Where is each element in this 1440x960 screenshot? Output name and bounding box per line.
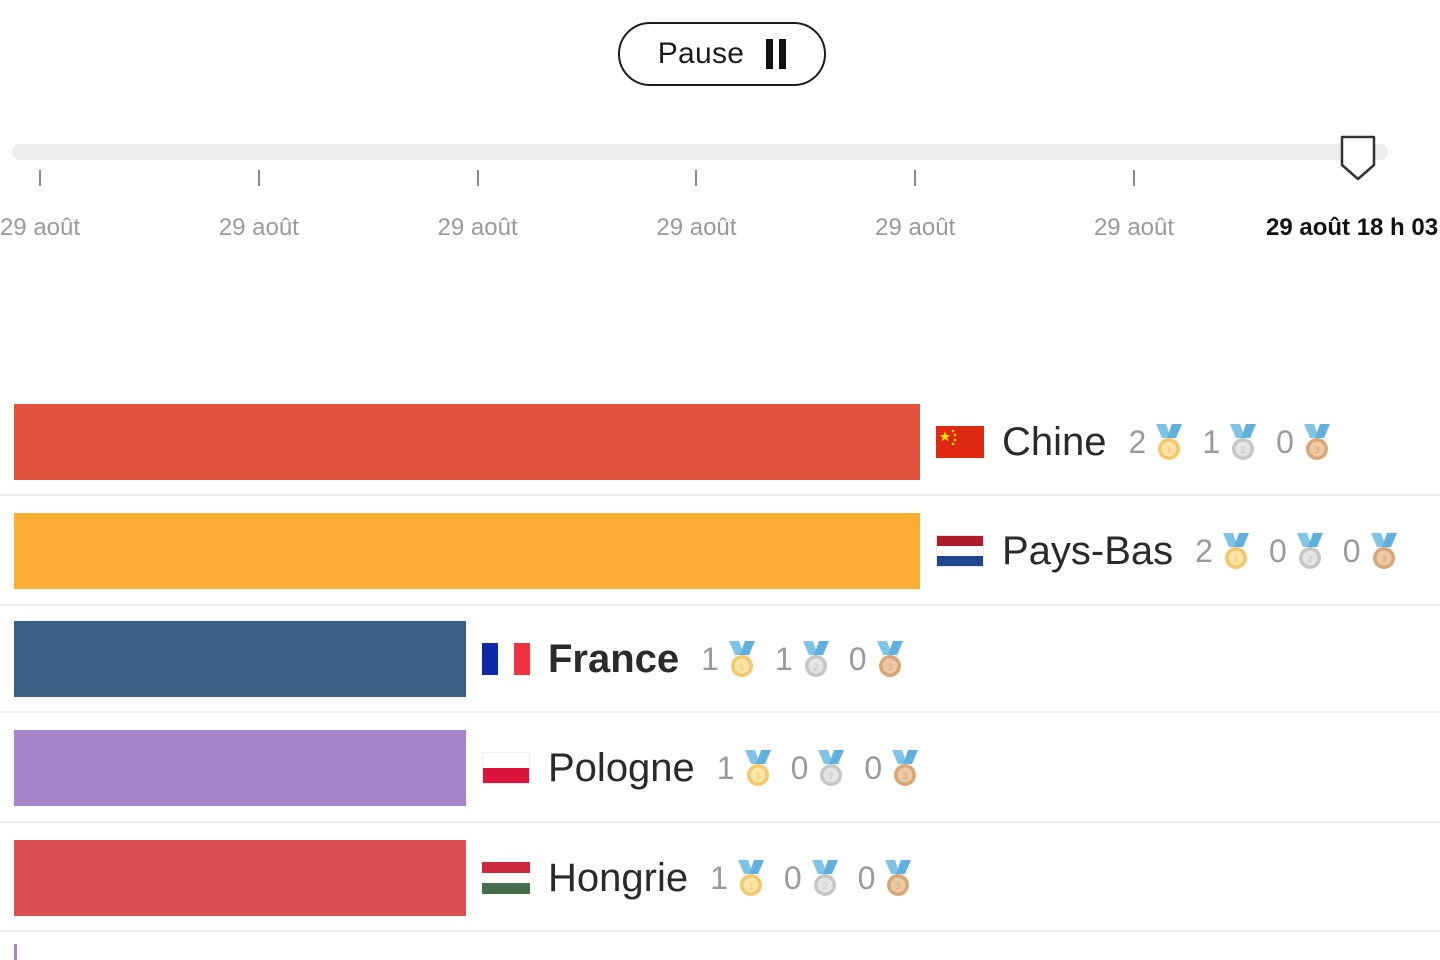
svg-text:3: 3 xyxy=(896,882,902,892)
silver-count: 0 xyxy=(790,749,809,786)
row-divider xyxy=(0,494,1440,496)
svg-text:2: 2 xyxy=(1240,446,1246,456)
gold-count: 1 xyxy=(710,859,728,896)
gold-medal-icon: 1 xyxy=(1156,424,1183,460)
row-info: Pologne 1 1 0 2 0 3 xyxy=(482,730,938,806)
bar-france xyxy=(14,621,466,697)
gold-medal-icon: 1 xyxy=(728,641,755,677)
bar-hongrie xyxy=(14,840,466,916)
timeline-current-label: 29 août 18 h 03 xyxy=(1266,214,1439,241)
svg-text:2: 2 xyxy=(822,882,828,892)
bronze-count: 0 xyxy=(848,640,867,677)
silver-medal-icon: 2 xyxy=(818,750,845,786)
silver-count: 0 xyxy=(1268,532,1287,569)
svg-text:3: 3 xyxy=(1314,446,1320,456)
bronze-medal-icon: 3 xyxy=(885,860,912,896)
silver-count: 1 xyxy=(774,640,793,677)
row-divider xyxy=(0,711,1440,713)
hungary-flag-icon xyxy=(482,862,530,894)
row-info: France 1 1 1 2 0 3 xyxy=(482,621,923,697)
bronze-medal-icon: 3 xyxy=(1303,424,1330,460)
poland-flag-icon xyxy=(482,752,530,784)
silver-medal-icon: 2 xyxy=(1230,424,1257,460)
svg-text:3: 3 xyxy=(902,772,908,782)
gold-medal-icon: 1 xyxy=(1222,533,1249,569)
svg-text:1: 1 xyxy=(1233,555,1239,565)
gold-count: 1 xyxy=(716,749,735,786)
row-divider xyxy=(0,930,1440,932)
silver-count: 0 xyxy=(783,859,802,896)
silver-medal-icon: 2 xyxy=(811,860,838,896)
gold-count: 2 xyxy=(1195,532,1213,569)
gold-count: 2 xyxy=(1128,423,1147,460)
bronze-medal-icon: 3 xyxy=(1370,533,1397,569)
bronze-count: 0 xyxy=(1342,532,1361,569)
row-divider xyxy=(0,821,1440,823)
svg-text:1: 1 xyxy=(748,882,754,892)
pause-button[interactable]: Pause xyxy=(618,22,826,86)
gold-count: 1 xyxy=(701,640,719,677)
row-divider xyxy=(0,604,1440,606)
country-label: France xyxy=(548,636,680,681)
row-info: Hongrie 1 1 0 2 0 3 xyxy=(482,840,931,916)
country-label: Hongrie xyxy=(548,855,689,900)
timeline-tick xyxy=(257,170,260,186)
country-label: Pays-Bas xyxy=(1002,528,1174,573)
timeline-tick-label: 29 août xyxy=(0,214,81,241)
bar-chine xyxy=(14,404,920,480)
svg-text:3: 3 xyxy=(1381,555,1387,565)
timeline-tick-label: 29 août xyxy=(218,214,299,241)
svg-text:1: 1 xyxy=(755,772,761,782)
row-info: Chine 2 1 1 2 0 3 xyxy=(936,404,1350,480)
france-flag-icon xyxy=(482,643,530,675)
timeline-handle[interactable] xyxy=(1340,135,1376,181)
svg-text:2: 2 xyxy=(1307,555,1313,565)
svg-text:3: 3 xyxy=(887,663,893,673)
timeline-tick-label: 29 août xyxy=(875,214,956,241)
bar-pays-bas xyxy=(14,513,920,589)
china-flag-icon xyxy=(936,426,984,458)
timeline-tick-label: 29 août xyxy=(437,214,518,241)
next-bar-stub xyxy=(14,944,17,960)
silver-count: 1 xyxy=(1202,423,1221,460)
svg-text:2: 2 xyxy=(813,663,819,673)
timeline-tick xyxy=(1133,170,1135,186)
bronze-count: 0 xyxy=(864,749,883,786)
bar-pologne xyxy=(14,730,466,806)
bronze-count: 0 xyxy=(1276,423,1294,460)
silver-medal-icon: 2 xyxy=(1296,533,1323,569)
netherlands-flag-icon xyxy=(936,535,984,567)
gold-medal-icon: 1 xyxy=(737,860,764,896)
bronze-count: 0 xyxy=(857,859,876,896)
row-info: Pays-Bas 2 1 0 2 0 3 xyxy=(936,513,1417,589)
pause-icon xyxy=(766,39,787,69)
timeline-tick xyxy=(476,170,479,186)
svg-text:2: 2 xyxy=(829,772,835,782)
svg-text:1: 1 xyxy=(739,663,745,673)
timeline-tick-label: 29 août xyxy=(1093,214,1175,241)
timeline-tick xyxy=(39,170,41,186)
gold-medal-icon: 1 xyxy=(744,750,771,786)
bronze-medal-icon: 3 xyxy=(876,641,903,677)
timeline-track[interactable] xyxy=(12,144,1388,160)
timeline-tick-label: 29 août xyxy=(656,214,737,241)
bronze-medal-icon: 3 xyxy=(892,750,919,786)
timeline-tick xyxy=(695,170,698,186)
pause-button-label: Pause xyxy=(657,37,745,70)
svg-text:1: 1 xyxy=(1166,446,1172,456)
country-label: Chine xyxy=(1002,419,1107,464)
timeline-tick xyxy=(914,170,917,186)
silver-medal-icon: 2 xyxy=(802,641,829,677)
country-label: Pologne xyxy=(548,745,695,790)
